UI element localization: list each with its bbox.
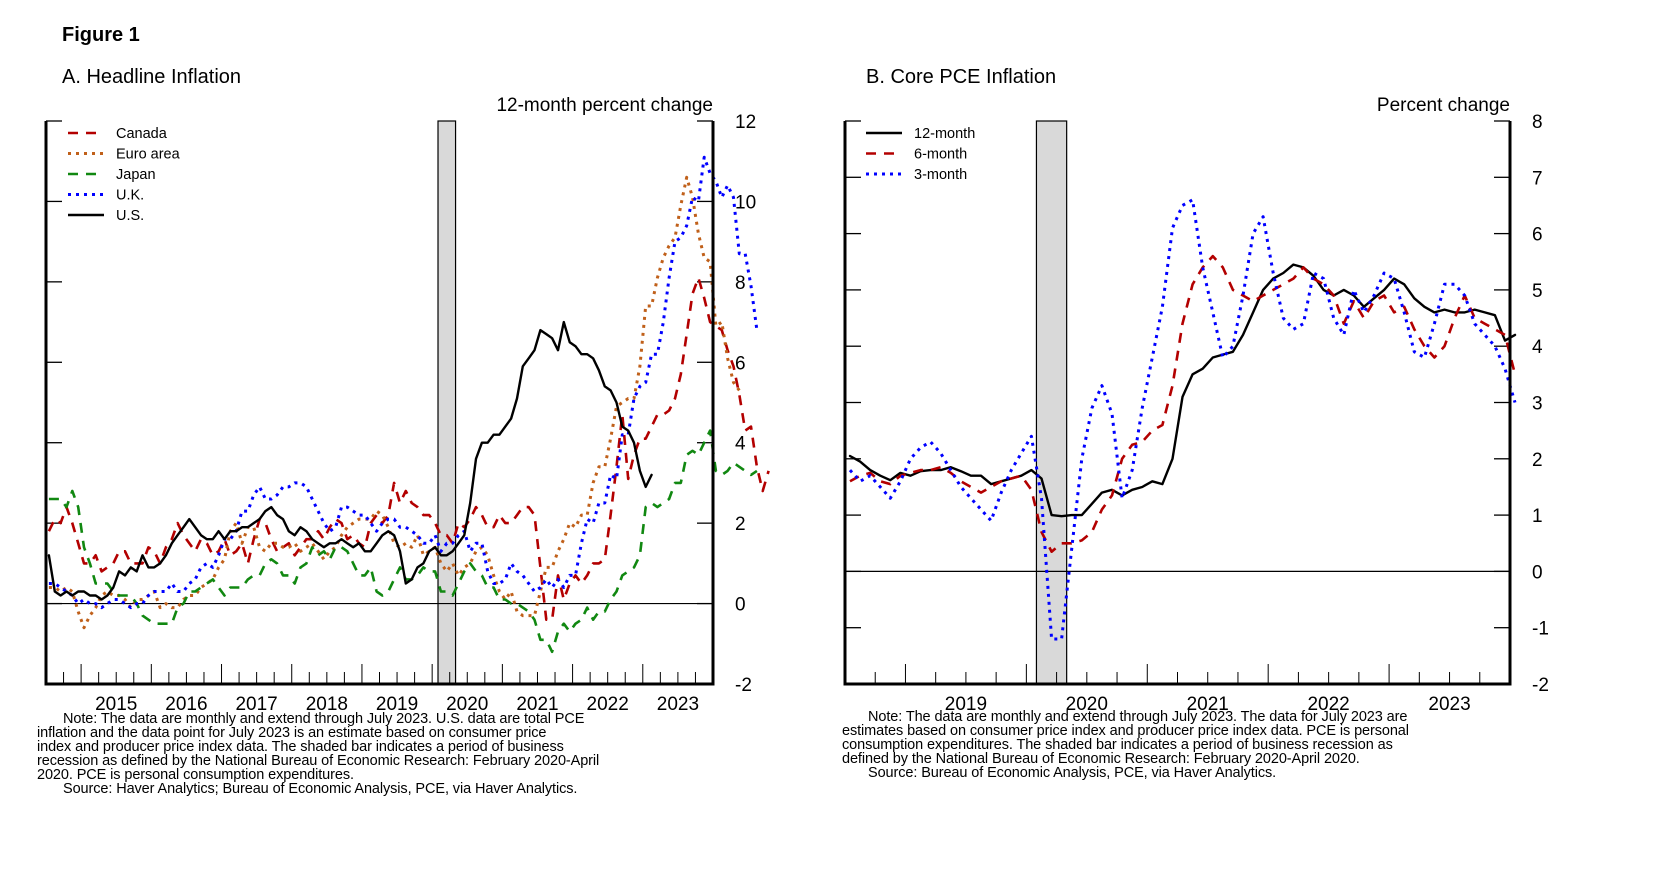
panel-a-series-u-s (47, 320, 653, 601)
panel-a-legend-label: Canada (116, 126, 168, 142)
panel-b-note-line: Note: The data are monthly and extend th… (868, 709, 1408, 725)
panel-a-xtick-label: 2015 (95, 694, 137, 715)
panel-a-xtick-label: 2017 (235, 694, 277, 715)
panel-a-xtick-label: 2019 (376, 694, 418, 715)
panel-a-unit-label: 12-month percent change (496, 95, 713, 116)
panel-a-legend-label: Japan (116, 167, 156, 183)
panel-b-source: Source: Bureau of Economic Analysis, PCE… (868, 765, 1277, 781)
panel-b-ytick-label: 3 (1532, 394, 1543, 415)
panel-a-ytick-label: 6 (735, 353, 746, 374)
figure-title: Figure 1 (62, 24, 140, 46)
panel-a-legend-label: Euro area (116, 147, 181, 163)
panel-a-legend-label: U.S. (116, 208, 144, 224)
panel-a-note-line: 2020. PCE is personal consumption expend… (37, 767, 354, 783)
panel-a-ytick-label: 4 (735, 434, 746, 455)
panel-a-series-euro-area (48, 175, 741, 630)
panel-a-legend-label: U.K. (116, 188, 144, 204)
panel-a-note-line: index and producer price index data. The… (37, 739, 564, 755)
panel-b-xtick-label: 2020 (1066, 694, 1108, 715)
panel-a-xtick-label: 2020 (446, 694, 488, 715)
panel-b-ytick-label: 2 (1532, 450, 1543, 471)
panel-a-ytick-label: 2 (735, 514, 746, 535)
panel-b-legend-label: 3-month (914, 167, 967, 183)
panel-b-series-6-month (849, 254, 1517, 554)
panel-a-source: Source: Haver Analytics; Bureau of Econo… (63, 781, 578, 797)
panel-a-ytick-label: 12 (735, 112, 756, 133)
panel-b-ytick-label: 7 (1532, 168, 1543, 189)
panel-b-ytick-label: 1 (1532, 506, 1543, 527)
panel-b-ytick-label: 6 (1532, 225, 1543, 246)
panel-b-xtick-label: 2019 (945, 694, 987, 715)
panel-b-ytick-label: 8 (1532, 112, 1543, 133)
panel-a-ytick-label: -2 (735, 675, 752, 696)
panel-b-recession-bar (1035, 120, 1068, 685)
panel-b-ytick-label: -1 (1532, 619, 1549, 640)
panel-a-xtick-label: 2016 (165, 694, 207, 715)
panel-a-title: A. Headline Inflation (62, 66, 242, 88)
panel-b-series-3-month (848, 198, 1517, 641)
panel-a-note-line: inflation and the data point for July 20… (37, 725, 547, 741)
panel-b-xtick-label: 2023 (1428, 694, 1470, 715)
panel-b-note-line: estimates based on consumer price index … (842, 723, 1409, 739)
panel-a-recession-bar (437, 120, 457, 685)
panel-b-note-line: consumption expenditures. The shaded bar… (842, 737, 1393, 753)
panel-b-unit-label: Percent change (1376, 95, 1510, 116)
panel-b-ytick-label: -2 (1532, 675, 1549, 696)
panel-a-notes: Note: The data are monthly and extend th… (37, 711, 737, 797)
panel-b-note-line: defined by the National Bureau of Econom… (842, 751, 1360, 767)
panel-b-ytick-label: 4 (1532, 337, 1543, 358)
panel-b-legend-label: 6-month (914, 147, 967, 163)
panel-a-series-canada (47, 276, 770, 622)
panel-a-xtick-label: 2023 (657, 694, 699, 715)
panel-a-ytick-label: 10 (735, 192, 756, 213)
panel-a-series-u-k (48, 155, 759, 610)
panel-a-note-line: recession as defined by the National Bur… (37, 753, 600, 769)
panel-b-series-12-month (848, 263, 1517, 518)
panel-b-title: B. Core PCE Inflation (866, 66, 1057, 88)
panel-a-ytick-label: 0 (735, 595, 746, 616)
panel-b-xtick-label: 2022 (1307, 694, 1349, 715)
panel-b-xtick-label: 2021 (1187, 694, 1229, 715)
panel-b-notes: Note: The data are monthly and extend th… (842, 709, 1542, 781)
panel-b-ytick-label: 0 (1532, 562, 1543, 583)
panel-a-ytick-label: 8 (735, 273, 746, 294)
panel-b-ytick-label: 5 (1532, 281, 1543, 302)
panel-a-xtick-label: 2021 (516, 694, 558, 715)
panel-a-note-line: Note: The data are monthly and extend th… (63, 711, 585, 727)
panel-a-xtick-label: 2022 (587, 694, 629, 715)
panel-b-legend-label: 12-month (914, 126, 975, 142)
panel-a-xtick-label: 2018 (306, 694, 348, 715)
panel-a-series-japan (48, 429, 758, 654)
